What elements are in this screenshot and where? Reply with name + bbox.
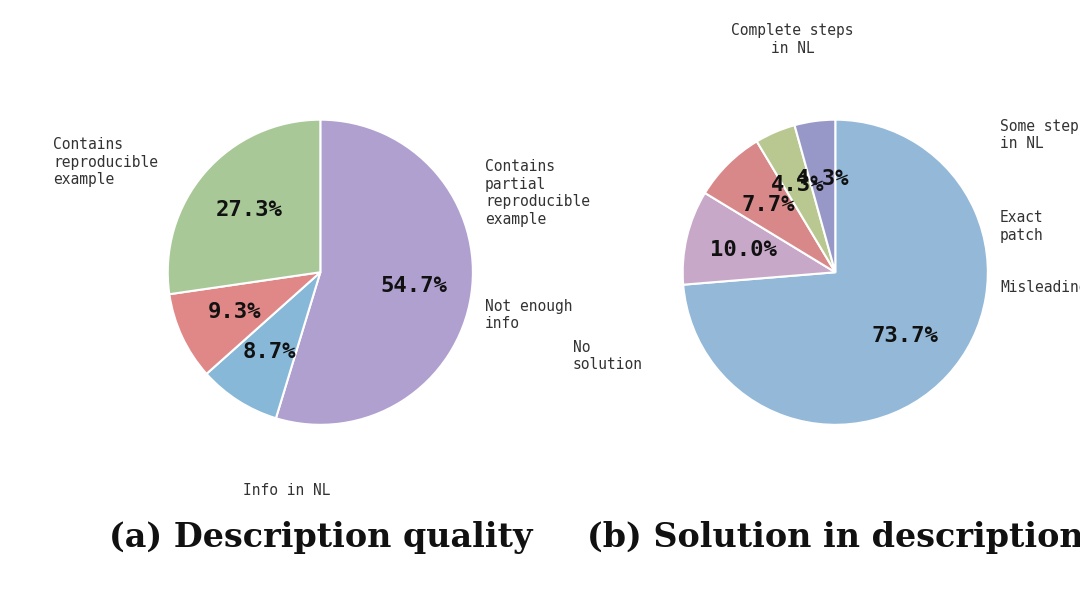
- Text: Some steps
in NL: Some steps in NL: [1000, 119, 1080, 151]
- Text: 10.0%: 10.0%: [710, 240, 777, 261]
- Title: (b) Solution in description: (b) Solution in description: [586, 521, 1080, 554]
- Wedge shape: [757, 125, 835, 272]
- Wedge shape: [275, 120, 473, 425]
- Wedge shape: [170, 272, 321, 374]
- Wedge shape: [795, 120, 835, 272]
- Text: Info in NL: Info in NL: [243, 483, 330, 498]
- Text: Contains
partial
reproducible
example: Contains partial reproducible example: [485, 159, 590, 226]
- Text: 8.7%: 8.7%: [243, 342, 296, 362]
- Text: 4.3%: 4.3%: [796, 169, 849, 189]
- Wedge shape: [705, 142, 835, 272]
- Wedge shape: [683, 193, 835, 285]
- Title: (a) Description quality: (a) Description quality: [109, 521, 532, 554]
- Text: Complete steps
in NL: Complete steps in NL: [731, 23, 854, 56]
- Text: Not enough
info: Not enough info: [485, 299, 572, 331]
- Text: 73.7%: 73.7%: [872, 326, 939, 346]
- Wedge shape: [167, 120, 321, 294]
- Text: 7.7%: 7.7%: [742, 195, 795, 215]
- Text: Exact
patch: Exact patch: [1000, 211, 1043, 243]
- Wedge shape: [684, 120, 988, 425]
- Text: 54.7%: 54.7%: [380, 276, 447, 296]
- Text: 4.3%: 4.3%: [771, 175, 825, 195]
- Text: Contains
reproducible
example: Contains reproducible example: [53, 137, 159, 188]
- Wedge shape: [206, 272, 321, 418]
- Text: Misleading: Misleading: [1000, 280, 1080, 295]
- Text: 27.3%: 27.3%: [215, 200, 282, 220]
- Text: 9.3%: 9.3%: [207, 302, 261, 322]
- Text: No
solution: No solution: [572, 340, 643, 372]
